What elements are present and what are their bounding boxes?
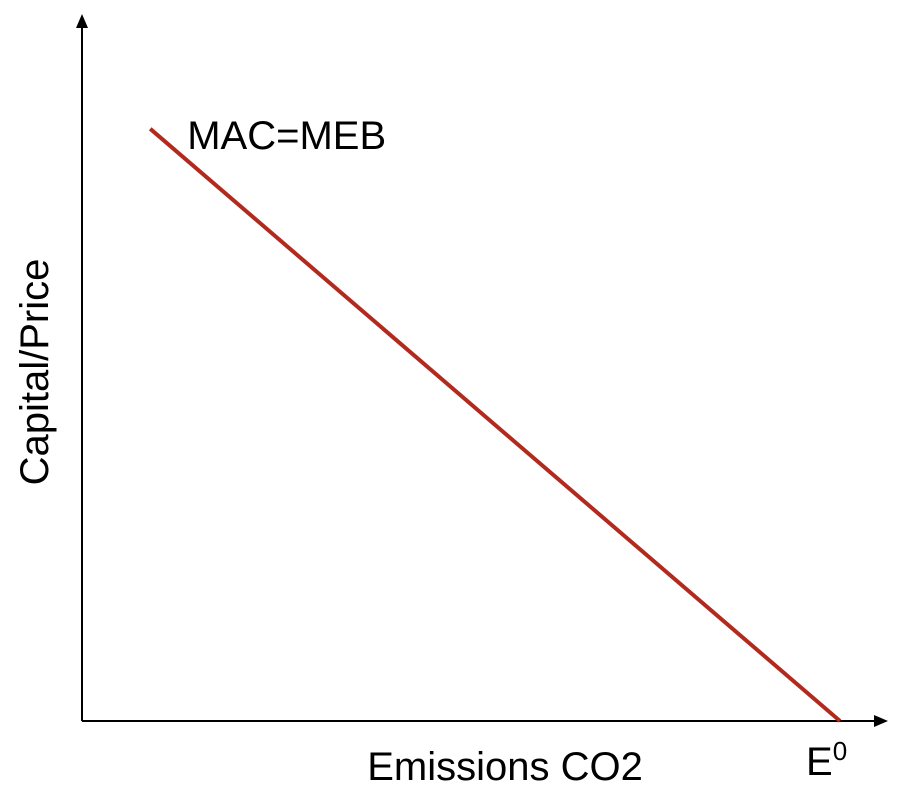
series-line-0: [148, 127, 842, 723]
x-axis-arrow-icon: [874, 715, 888, 727]
x-tick-label-base: E: [806, 740, 833, 784]
x-tick-label-superscript: 0: [833, 736, 847, 766]
series-layer: MAC=MEB: [148, 114, 842, 723]
x-tick-label-e0: E0: [806, 736, 847, 784]
y-axis-label: Capital/Price: [13, 259, 57, 486]
y-axis: [76, 14, 88, 721]
y-axis-arrow-icon: [76, 14, 88, 28]
series-label-0: MAC=MEB: [187, 114, 386, 158]
x-axis-label: Emissions CO2: [367, 745, 643, 789]
x-axis: [82, 715, 888, 727]
